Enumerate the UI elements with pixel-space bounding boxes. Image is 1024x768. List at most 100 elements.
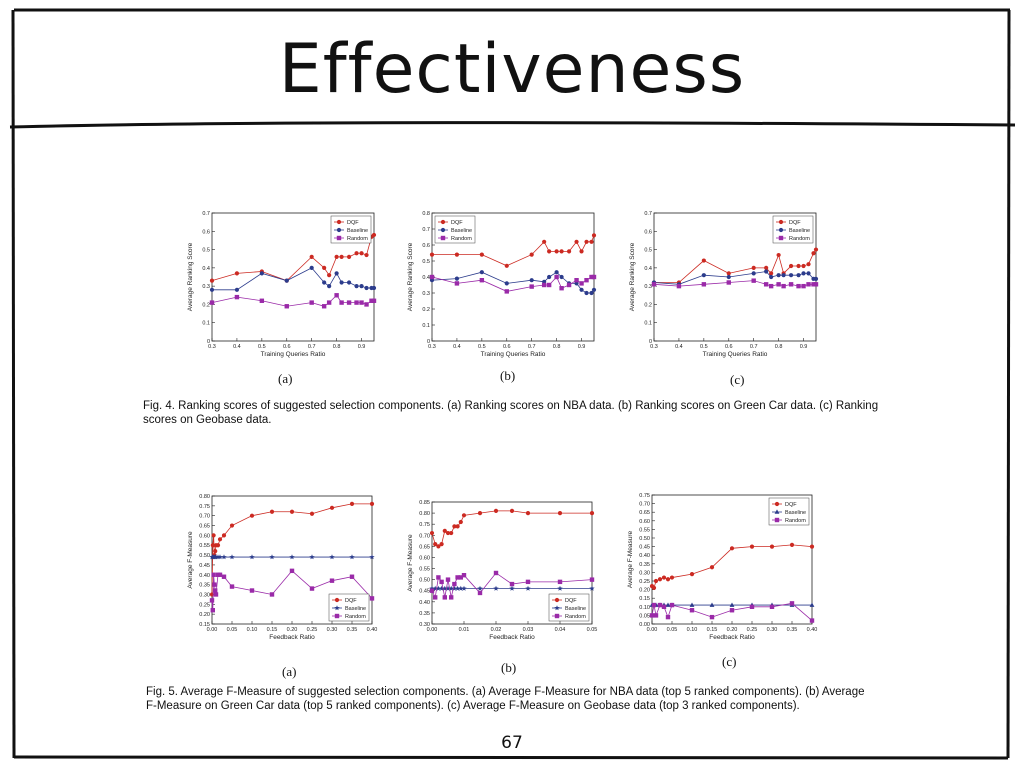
y-tick-label: 0.30: [639, 570, 650, 576]
data-point-dqf: [442, 528, 447, 533]
data-point-random: [574, 278, 579, 283]
x-tick-label: 0.25: [307, 627, 318, 633]
y-tick-label: 0.50: [639, 536, 650, 542]
y-tick-label: 0.20: [199, 612, 210, 618]
legend-label-dqf: DQF: [345, 598, 357, 604]
y-tick-label: 0.4: [644, 266, 652, 272]
x-tick-label: 0.5: [478, 344, 486, 350]
fig4-caption-line2: scores on Geobase data.: [143, 414, 272, 426]
data-point-random: [665, 614, 671, 620]
data-point-dqf: [726, 271, 731, 276]
data-point-random: [801, 283, 806, 289]
data-point-dqf: [557, 510, 563, 516]
data-point-random: [326, 300, 332, 305]
data-point-random: [209, 300, 215, 305]
data-point-random: [329, 578, 335, 583]
data-point-random: [763, 282, 769, 287]
x-tick-label: 0.35: [347, 627, 358, 633]
data-point-random: [566, 282, 572, 288]
legend-marker-baseline: [778, 227, 784, 233]
y-tick-label: 0.35: [639, 562, 650, 568]
data-point-random: [541, 282, 547, 288]
frame-right-border: [1006, 9, 1011, 759]
x-tick-label: 0.7: [308, 344, 316, 350]
data-point-random: [458, 575, 463, 580]
fig4-label-a: (a): [278, 371, 293, 386]
data-point-random: [591, 274, 597, 280]
x-tick-label: 0.6: [725, 344, 733, 350]
data-point-baseline: [801, 271, 806, 276]
data-point-dqf: [813, 247, 819, 252]
legend-marker-random: [336, 235, 342, 241]
y-tick-label: 0.85: [419, 500, 430, 506]
data-point-dqf: [289, 509, 295, 514]
data-point-dqf: [665, 577, 671, 582]
legend-label-random: Random: [451, 236, 472, 242]
y-tick-label: 0.05: [639, 613, 650, 619]
y-axis-label: Average F-Measure: [407, 534, 414, 592]
y-tick-label: 0.40: [639, 553, 650, 559]
x-tick-label: 0.04: [555, 627, 566, 633]
data-point-baseline: [479, 270, 484, 275]
legend-marker-dqf: [336, 219, 342, 225]
data-point-dqf: [689, 572, 695, 577]
data-point-baseline: [364, 285, 369, 291]
data-point-random: [661, 604, 667, 609]
x-tick-label: 0.9: [800, 344, 808, 350]
y-tick-label: 0: [207, 339, 210, 345]
data-point-baseline: [809, 602, 815, 607]
data-point-random: [657, 602, 663, 608]
data-point-baseline: [525, 585, 531, 591]
data-point-baseline: [249, 554, 255, 560]
data-point-random: [371, 298, 377, 303]
data-point-baseline: [584, 290, 589, 296]
data-point-dqf: [669, 575, 675, 580]
data-point-dqf: [811, 251, 816, 256]
y-tick-label: 0.25: [639, 579, 650, 585]
data-point-dqf: [493, 508, 499, 513]
x-tick-label: 0.15: [267, 627, 278, 633]
y-tick-label: 0.3: [644, 284, 652, 290]
x-tick-label: 0.5: [700, 344, 708, 350]
data-point-dqf: [215, 543, 221, 548]
data-point-random: [649, 613, 655, 618]
legend-label-baseline: Baseline: [451, 228, 472, 234]
frame-bottom-border: [13, 755, 1009, 760]
data-point-dqf: [211, 533, 216, 538]
data-point-random: [211, 572, 216, 577]
y-tick-label: 0.5: [644, 248, 652, 254]
legend-label-baseline: Baseline: [565, 606, 586, 612]
data-point-dqf: [349, 501, 355, 506]
data-point-baseline: [346, 280, 352, 285]
data-point-dqf: [369, 501, 375, 506]
data-point-dqf: [452, 524, 457, 529]
fig4b-chart: 0 0.1 0.2 0.3 0.4 0.5 0.6 0.7 0.8 0.3 0.4 0.5 0.6 0.7…: [407, 211, 597, 358]
legend-label-random: Random: [345, 614, 366, 620]
data-point-baseline: [529, 278, 534, 283]
data-point-dqf: [584, 239, 589, 244]
y-tick-label: 0.25: [199, 602, 210, 608]
legend-marker-random: [778, 235, 784, 241]
data-point-random: [689, 608, 695, 613]
legend-label-dqf: DQF: [785, 502, 797, 508]
data-point-baseline: [504, 281, 509, 286]
data-point-baseline: [461, 585, 467, 591]
data-point-random: [442, 595, 447, 600]
data-point-baseline: [339, 280, 344, 285]
data-point-random: [454, 281, 460, 286]
fig5-caption-line2: F-Measure on Green Car data (top 5 ranke…: [146, 700, 800, 712]
x-tick-label: 0.01: [459, 627, 470, 633]
data-point-baseline: [665, 602, 671, 607]
y-tick-label: 0.00: [639, 622, 650, 628]
data-point-baseline: [234, 287, 240, 292]
y-tick-label: 0: [427, 339, 430, 345]
legend-label-dqf: DQF: [565, 598, 577, 604]
data-point-random: [479, 278, 485, 283]
data-point-random: [589, 577, 595, 582]
data-point-random: [651, 282, 657, 287]
data-point-random: [449, 595, 454, 600]
legend-marker-dqf: [554, 597, 560, 603]
data-point-baseline: [438, 585, 445, 591]
data-point-random: [559, 286, 564, 291]
y-axis-label: Average Ranking Score: [407, 242, 414, 311]
